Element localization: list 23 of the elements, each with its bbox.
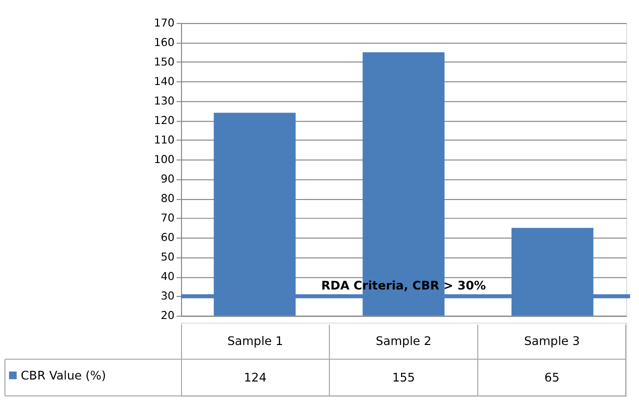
y-tick-label: 110 bbox=[154, 134, 175, 147]
data-label: 124 bbox=[244, 370, 267, 385]
y-tick-label: 30 bbox=[160, 290, 175, 303]
x-tick-label: Sample 3 bbox=[524, 334, 580, 348]
y-tick-label: 170 bbox=[154, 16, 175, 30]
y-tick-label: 70 bbox=[160, 212, 175, 225]
y-tick-label: 50 bbox=[160, 250, 175, 264]
y-tick-label: 140 bbox=[154, 74, 175, 88]
x-tick-label: Sample 1 bbox=[227, 334, 284, 348]
data-label: 155 bbox=[392, 370, 415, 385]
y-tick-label: 20 bbox=[160, 309, 175, 322]
y-tick-label: 40 bbox=[160, 270, 175, 284]
y-tick-label: 100 bbox=[154, 153, 175, 166]
legend-label: CBR Value (%) bbox=[20, 368, 106, 382]
x-tick-label: Sample 2 bbox=[376, 334, 432, 348]
y-tick-label: 150 bbox=[154, 55, 175, 68]
data-label: 65 bbox=[544, 370, 560, 385]
y-tick-label: 120 bbox=[154, 114, 175, 128]
y-tick-label: 130 bbox=[154, 94, 175, 108]
y-tick-label: 60 bbox=[160, 231, 175, 244]
y-tick-label: 90 bbox=[160, 172, 175, 186]
y-tick-label: 80 bbox=[160, 192, 175, 206]
y-tick-label: 160 bbox=[154, 36, 175, 49]
